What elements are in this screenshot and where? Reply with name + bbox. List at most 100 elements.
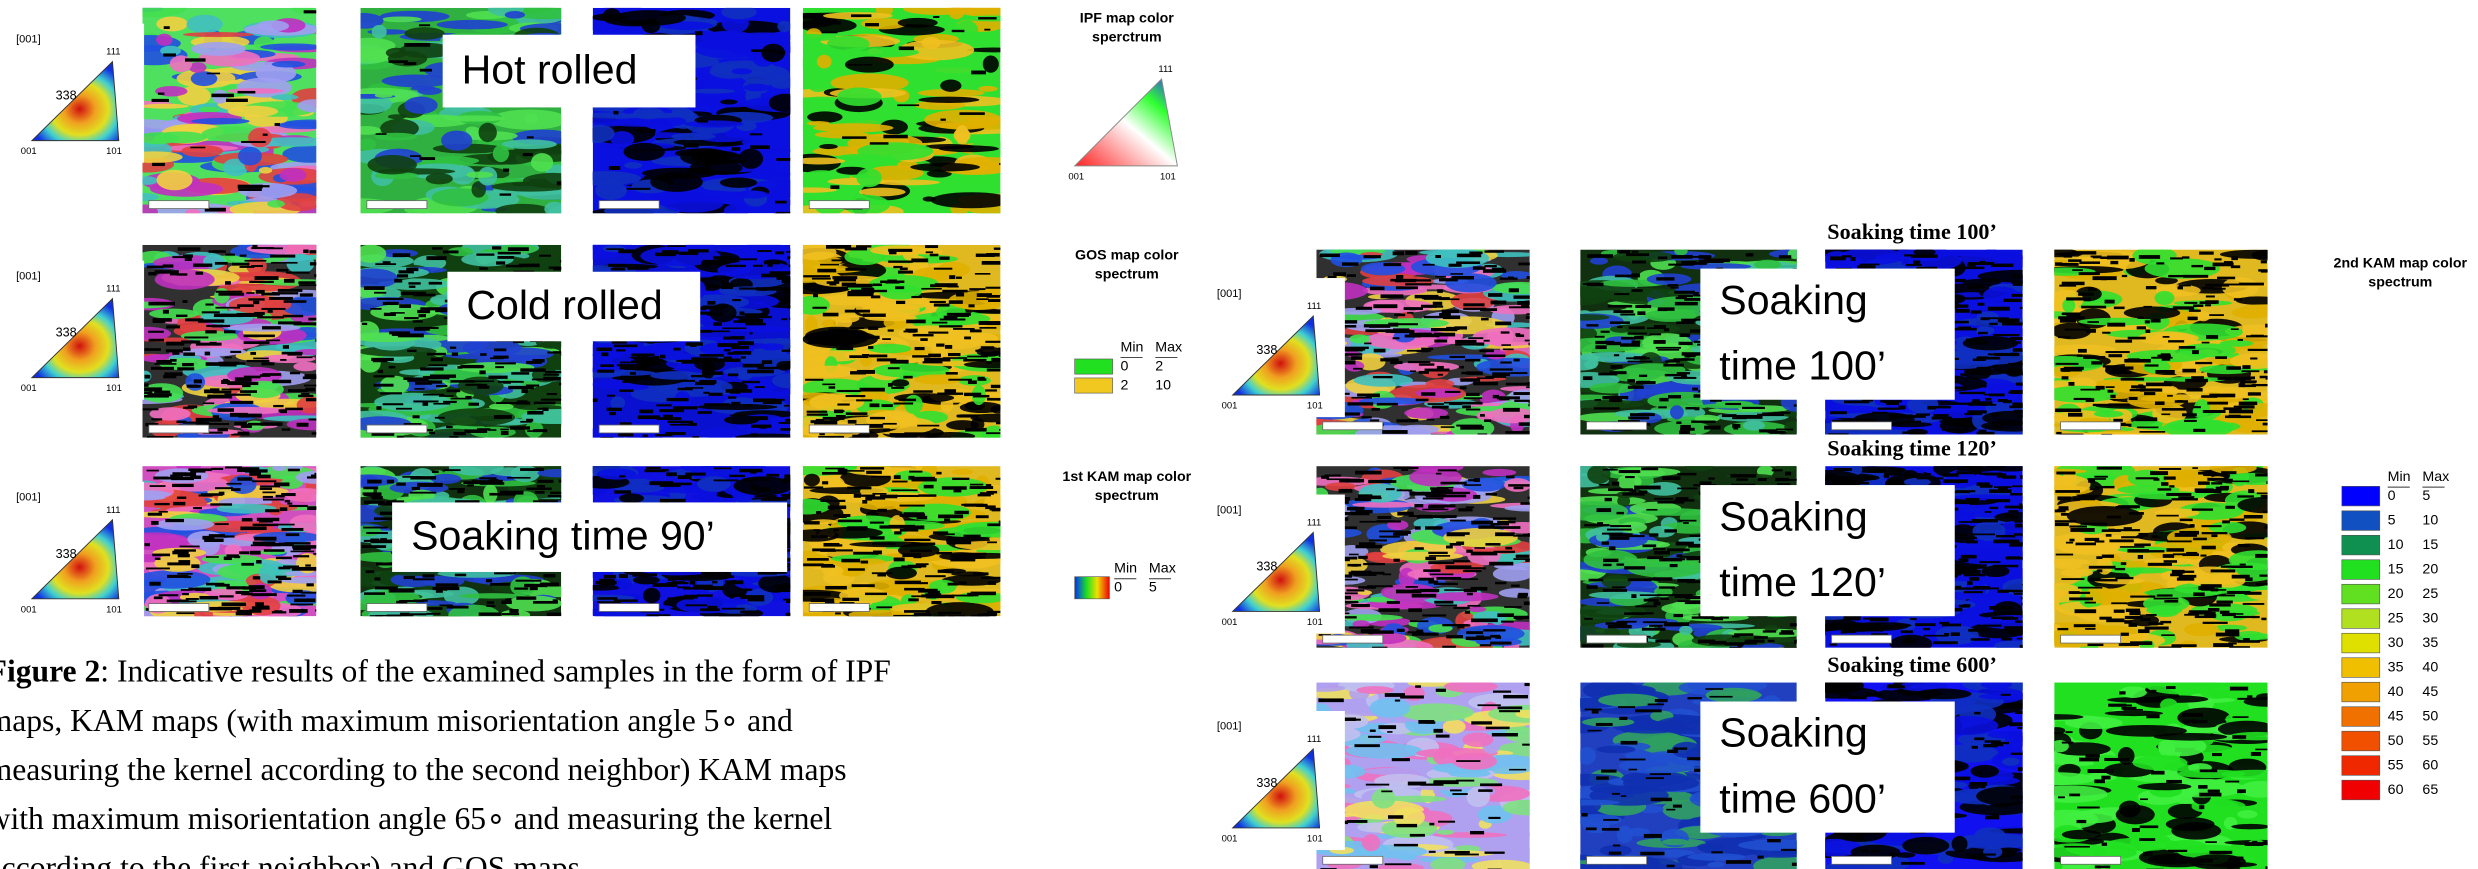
boundary	[495, 362, 516, 364]
boundary	[2189, 310, 2201, 312]
boundary	[680, 380, 695, 382]
boundary	[949, 300, 963, 304]
boundary	[870, 403, 880, 407]
boundary	[1659, 398, 1668, 401]
boundary	[237, 304, 254, 307]
boundary	[2193, 429, 2205, 432]
boundary	[389, 366, 396, 368]
boundary	[559, 383, 566, 385]
boundary	[1658, 256, 1667, 259]
boundary	[869, 355, 887, 358]
boundary	[520, 421, 532, 423]
boundary	[245, 260, 267, 262]
boundary	[1480, 414, 1485, 417]
inset-axis: [001]	[16, 492, 41, 504]
boundary	[1679, 431, 1690, 435]
boundary	[149, 339, 164, 342]
boundary	[509, 609, 518, 613]
boundary	[943, 357, 968, 359]
grain	[418, 87, 442, 95]
boundary	[988, 581, 996, 585]
boundary	[1674, 358, 1695, 360]
boundary	[785, 419, 800, 422]
boundary	[286, 533, 300, 536]
boundary	[492, 246, 501, 249]
boundary	[143, 408, 159, 410]
boundary	[700, 608, 720, 611]
boundary	[829, 282, 836, 285]
boundary	[193, 264, 212, 267]
grain	[2197, 311, 2211, 321]
grain	[2155, 291, 2175, 305]
boundary	[1631, 273, 1640, 277]
boundary	[1440, 416, 1449, 419]
grain	[355, 245, 386, 263]
boundary	[844, 470, 864, 472]
boundary	[209, 250, 226, 252]
grain	[732, 68, 752, 74]
boundary	[883, 423, 897, 425]
boundary	[812, 278, 831, 280]
boundary	[912, 543, 936, 546]
boundary	[1486, 493, 1497, 495]
boundary	[2185, 379, 2208, 382]
boundary	[970, 329, 982, 332]
boundary	[1455, 340, 1476, 344]
boundary	[936, 472, 941, 475]
boundary	[2175, 400, 2188, 403]
grain	[437, 20, 508, 30]
boundary	[480, 353, 486, 356]
grain	[2252, 250, 2280, 261]
boundary	[152, 163, 165, 166]
boundary	[226, 483, 241, 485]
boundary	[1408, 631, 1424, 633]
grain	[742, 139, 769, 146]
boundary	[435, 417, 445, 419]
grain	[732, 32, 795, 42]
boundary	[2010, 337, 2024, 340]
boundary	[183, 300, 188, 303]
grain	[141, 104, 189, 109]
boundary	[1904, 254, 1914, 256]
boundary	[1911, 254, 1938, 257]
boundary	[533, 500, 558, 502]
boundary	[510, 426, 530, 429]
boundary	[976, 515, 989, 518]
boundary	[818, 436, 844, 438]
boundary	[147, 470, 159, 472]
boundary	[656, 404, 671, 406]
boundary	[2145, 364, 2159, 366]
boundary	[1479, 350, 1494, 353]
boundary	[1471, 618, 1498, 622]
boundary	[882, 338, 891, 340]
boundary	[1481, 318, 1489, 321]
boundary	[283, 345, 289, 349]
boundary	[242, 518, 253, 521]
boundary	[159, 511, 168, 513]
boundary	[846, 527, 867, 531]
boundary	[1438, 374, 1443, 376]
boundary	[1466, 371, 1483, 375]
boundary	[1500, 278, 1518, 280]
boundary	[978, 378, 987, 380]
boundary	[1583, 376, 1592, 380]
boundary	[223, 379, 228, 381]
boundary	[177, 367, 194, 370]
boundary	[1528, 382, 1534, 386]
row-label: Soaking	[1719, 277, 1867, 323]
boundary	[204, 538, 223, 542]
boundary	[2055, 262, 2062, 265]
boundary	[1504, 606, 1522, 608]
boundary	[1505, 547, 1512, 550]
boundary	[719, 615, 741, 619]
boundary	[1473, 495, 1480, 499]
boundary	[409, 286, 416, 288]
boundary	[1509, 288, 1519, 292]
boundary	[1698, 255, 1711, 259]
boundary	[685, 575, 696, 578]
boundary	[1358, 556, 1368, 559]
boundary	[1528, 497, 1544, 499]
boundary	[364, 592, 385, 595]
boundary	[290, 372, 300, 374]
boundary	[561, 496, 573, 500]
